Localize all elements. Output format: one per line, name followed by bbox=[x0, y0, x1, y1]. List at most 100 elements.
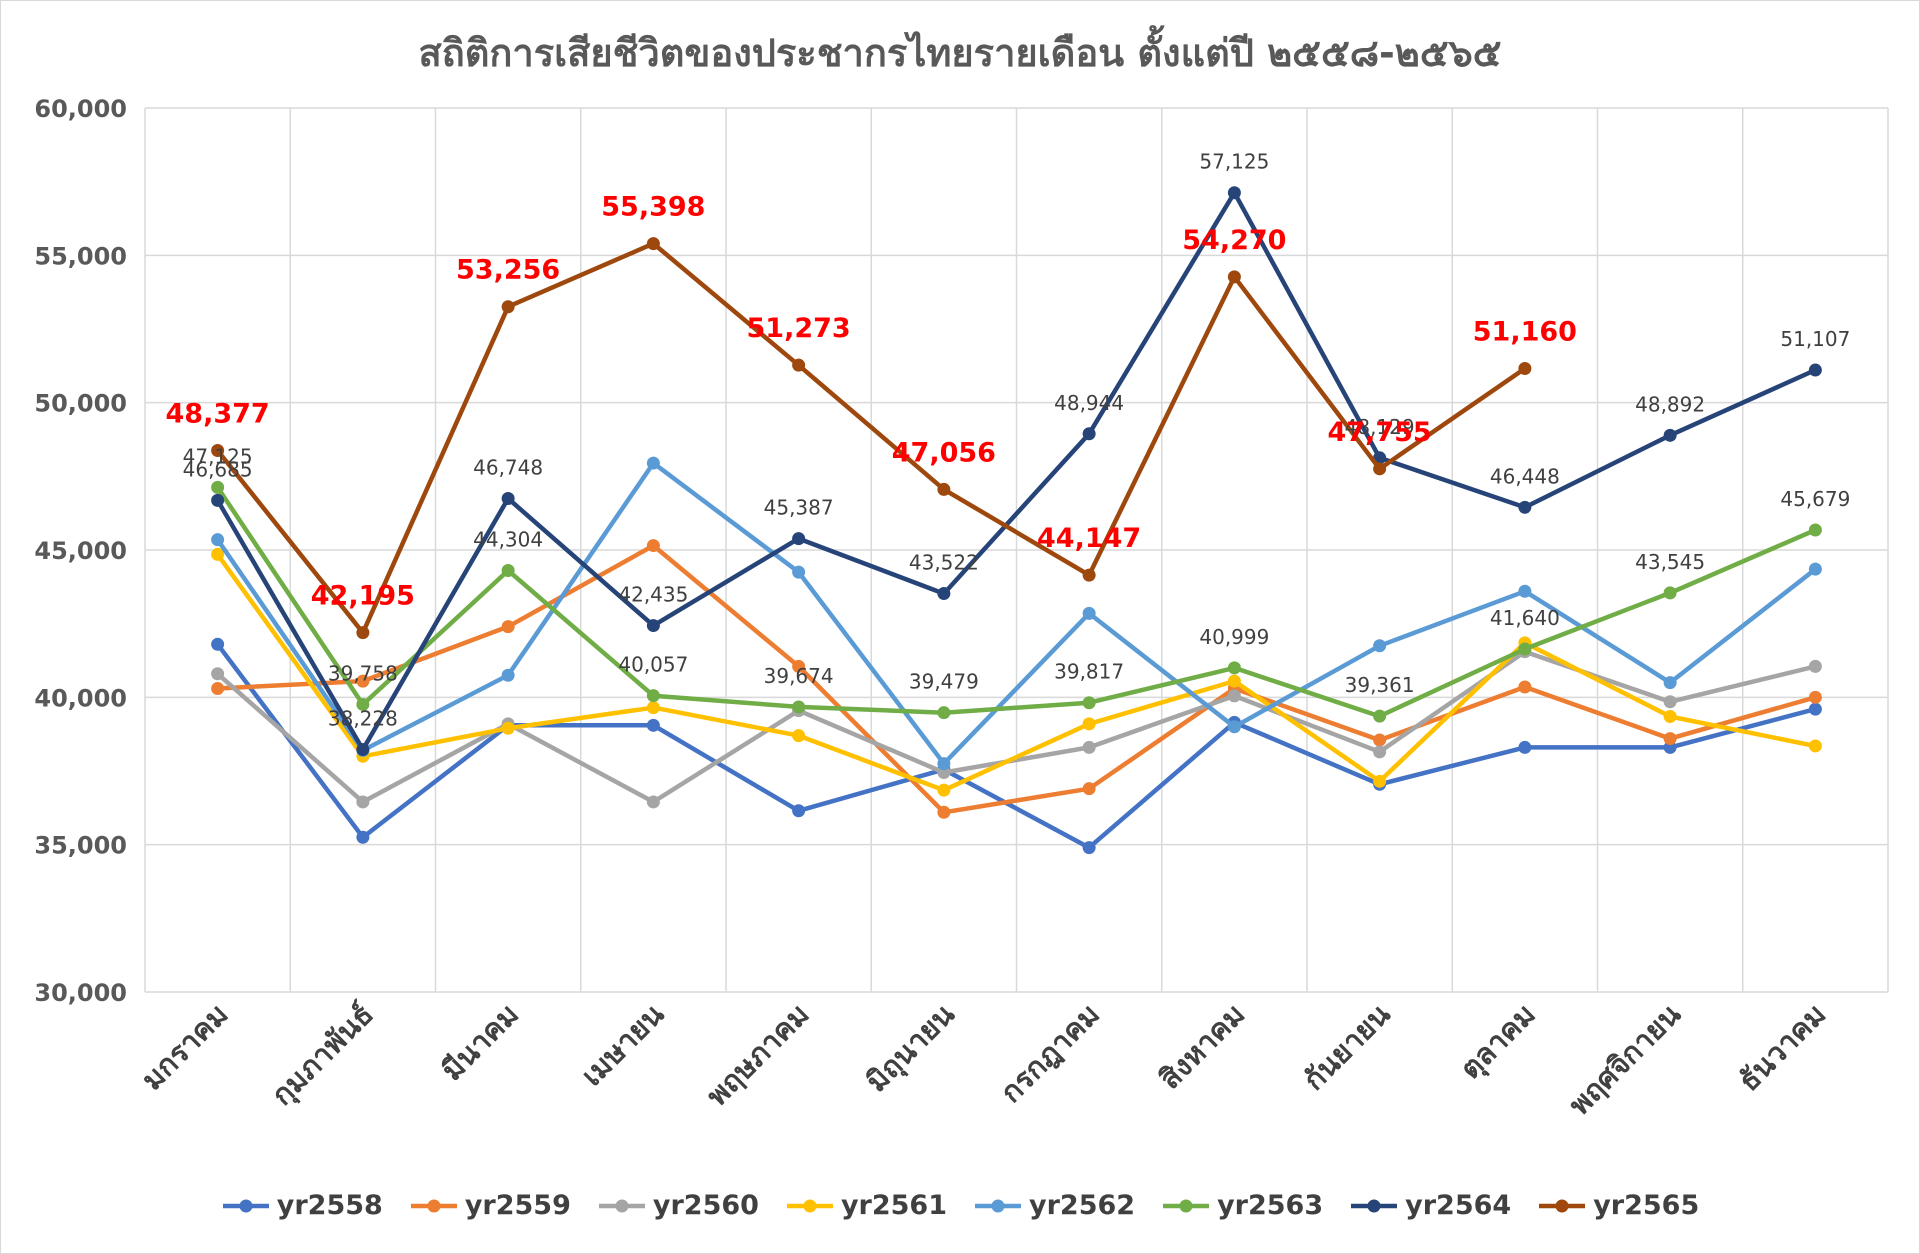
data-point-yr2558 bbox=[356, 830, 370, 844]
x-tick-label: กรกฎาคม bbox=[994, 997, 1106, 1109]
data-label-yr2563: 43,545 bbox=[1635, 550, 1705, 574]
data-label-yr2564: 48,129 bbox=[1345, 415, 1415, 439]
legend-swatch bbox=[1351, 1199, 1398, 1212]
data-point-yr2562 bbox=[646, 456, 660, 470]
data-point-yr2562 bbox=[211, 533, 225, 547]
y-tick-label: 55,000 bbox=[34, 242, 127, 270]
legend-item-yr2562: yr2562 bbox=[973, 1190, 1135, 1221]
legend-swatch-marker bbox=[1367, 1199, 1381, 1212]
data-label-yr2565: 51,160 bbox=[1473, 316, 1577, 347]
legend: yr2558 yr2559 yr2560 yr2561 yr2562 yr2563 yr25… bbox=[0, 1190, 1920, 1221]
data-point-yr2565 bbox=[937, 482, 951, 496]
data-point-yr2565 bbox=[356, 626, 370, 640]
series-line-yr2563 bbox=[215, 486, 1817, 719]
y-tick-label: 45,000 bbox=[34, 537, 127, 565]
data-point-yr2561 bbox=[646, 701, 660, 715]
data-label-yr2564: 38,228 bbox=[328, 707, 398, 731]
data-point-yr2563 bbox=[501, 564, 515, 578]
data-point-yr2564 bbox=[1663, 428, 1677, 442]
legend-item-yr2561: yr2561 bbox=[785, 1190, 947, 1221]
legend-item-yr2560: yr2560 bbox=[597, 1190, 759, 1221]
data-label-yr2563: 41,640 bbox=[1490, 606, 1560, 630]
data-point-yr2564 bbox=[1808, 363, 1822, 377]
y-tick-label: 30,000 bbox=[34, 979, 127, 1007]
data-point-yr2558 bbox=[1518, 740, 1532, 754]
data-point-yr2563 bbox=[1373, 709, 1387, 723]
legend-swatch bbox=[410, 1199, 457, 1212]
legend-swatch-marker bbox=[239, 1199, 253, 1212]
data-label-yr2564: 48,892 bbox=[1635, 392, 1705, 416]
legend-label: yr2560 bbox=[652, 1190, 759, 1221]
data-label-yr2564: 46,685 bbox=[183, 457, 253, 481]
legend-item-yr2563: yr2563 bbox=[1161, 1190, 1323, 1221]
data-label-yr2563: 45,679 bbox=[1780, 487, 1850, 511]
data-point-yr2563 bbox=[646, 689, 660, 703]
data-label-yr2564: 43,522 bbox=[909, 551, 979, 575]
data-point-yr2558 bbox=[1808, 702, 1822, 716]
data-point-yr2559 bbox=[356, 674, 370, 688]
series-line-yr2564 bbox=[215, 190, 1817, 752]
x-tick-label: พฤศจิกายน bbox=[1562, 997, 1687, 1122]
legend-swatch-marker bbox=[991, 1199, 1005, 1212]
data-point-yr2563 bbox=[1663, 586, 1677, 600]
data-point-yr2560 bbox=[1373, 745, 1387, 759]
x-tick-label: กันยายน bbox=[1297, 997, 1397, 1097]
legend-item-yr2565: yr2565 bbox=[1537, 1190, 1699, 1221]
data-point-yr2563 bbox=[1518, 642, 1532, 656]
data-point-yr2561 bbox=[1082, 717, 1096, 731]
data-point-yr2559 bbox=[646, 539, 660, 553]
data-point-yr2558 bbox=[646, 718, 660, 732]
data-point-yr2560 bbox=[211, 667, 225, 681]
data-label-yr2564: 48,944 bbox=[1054, 391, 1124, 415]
data-point-yr2564 bbox=[937, 587, 951, 601]
legend-swatch bbox=[975, 1199, 1021, 1212]
y-tick-label: 40,000 bbox=[34, 684, 127, 712]
data-point-yr2559 bbox=[1373, 733, 1387, 747]
legend-swatch-marker bbox=[615, 1199, 629, 1212]
data-point-yr2564 bbox=[792, 532, 806, 546]
data-point-yr2562 bbox=[1808, 562, 1822, 576]
data-label-yr2563: 40,999 bbox=[1199, 625, 1269, 649]
data-label-yr2563: 39,479 bbox=[909, 670, 979, 694]
data-label-yr2563: 47,125 bbox=[183, 444, 253, 468]
data-point-yr2563 bbox=[211, 480, 225, 494]
x-tick-label: เมษายน bbox=[575, 997, 671, 1093]
legend-swatch-marker bbox=[803, 1199, 817, 1212]
x-tick-label: มกราคม bbox=[135, 997, 235, 1097]
series-line-yr2561 bbox=[215, 553, 1816, 793]
data-point-yr2564 bbox=[1082, 427, 1096, 441]
data-point-yr2564 bbox=[1518, 500, 1532, 514]
x-tick-label: กุมภาพันธ์ bbox=[265, 997, 381, 1113]
data-label-yr2565: 44,147 bbox=[1037, 523, 1141, 554]
data-point-yr2560 bbox=[1082, 740, 1096, 754]
data-point-yr2563 bbox=[1082, 696, 1096, 710]
data-point-yr2561 bbox=[501, 721, 515, 735]
data-point-yr2558 bbox=[792, 804, 806, 818]
x-tick-label: มิถุนายน bbox=[859, 997, 961, 1099]
data-point-yr2559 bbox=[1808, 690, 1822, 704]
data-point-yr2558 bbox=[211, 637, 225, 651]
legend-swatch bbox=[1163, 1199, 1210, 1212]
data-point-yr2559 bbox=[937, 805, 951, 819]
data-point-yr2565 bbox=[1373, 462, 1387, 476]
data-point-yr2564 bbox=[211, 493, 225, 507]
data-point-yr2563 bbox=[356, 697, 370, 711]
data-point-yr2559 bbox=[792, 659, 806, 673]
legend-label: yr2563 bbox=[1217, 1190, 1324, 1221]
series-line-yr2560 bbox=[216, 649, 1816, 805]
data-point-yr2561 bbox=[937, 783, 951, 797]
data-point-yr2565 bbox=[792, 358, 806, 372]
legend-label: yr2564 bbox=[1405, 1190, 1512, 1221]
data-point-yr2561 bbox=[792, 729, 806, 743]
data-point-yr2564 bbox=[501, 491, 515, 505]
data-label-yr2564: 46,748 bbox=[473, 455, 543, 479]
x-tick-label: มีนาคม bbox=[435, 997, 525, 1087]
y-tick-label: 50,000 bbox=[34, 390, 127, 418]
data-label-yr2565: 55,398 bbox=[601, 192, 705, 223]
data-label-yr2564: 45,387 bbox=[764, 496, 834, 520]
data-label-yr2564: 46,448 bbox=[1490, 464, 1560, 488]
x-tick-label: ตุลาคม bbox=[1453, 997, 1542, 1086]
data-label-yr2564: 57,125 bbox=[1199, 150, 1269, 174]
data-point-yr2559 bbox=[1663, 732, 1677, 746]
